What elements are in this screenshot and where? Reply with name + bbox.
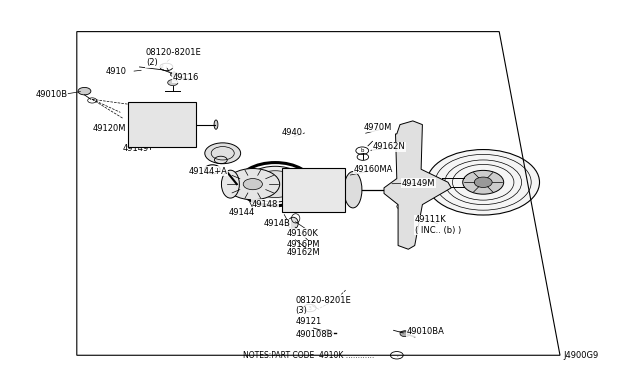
Circle shape — [168, 80, 178, 86]
Text: 49010B: 49010B — [35, 90, 67, 99]
Ellipse shape — [221, 170, 239, 198]
Circle shape — [78, 87, 91, 95]
Circle shape — [323, 330, 332, 335]
Circle shape — [244, 166, 306, 202]
Text: 08120-8201E
(3)
49121: 08120-8201E (3) 49121 — [296, 296, 351, 326]
Text: .: . — [396, 353, 397, 358]
Text: 49160K: 49160K — [287, 229, 319, 238]
Circle shape — [131, 110, 167, 131]
Circle shape — [403, 186, 410, 190]
Circle shape — [302, 183, 325, 196]
Circle shape — [243, 179, 262, 190]
Circle shape — [294, 179, 333, 201]
Circle shape — [205, 143, 241, 164]
Text: 2: 2 — [159, 64, 163, 70]
Text: 49149: 49149 — [123, 144, 149, 153]
Text: 49120M: 49120M — [93, 124, 126, 133]
Ellipse shape — [288, 217, 298, 229]
FancyBboxPatch shape — [282, 167, 346, 212]
Text: 08120-8201E
(2): 08120-8201E (2) — [146, 48, 202, 67]
Circle shape — [252, 171, 298, 198]
Ellipse shape — [214, 120, 218, 129]
Circle shape — [134, 138, 142, 142]
Circle shape — [287, 192, 305, 202]
Circle shape — [330, 173, 339, 178]
Circle shape — [226, 169, 280, 200]
Text: 49144: 49144 — [229, 208, 255, 217]
Text: 49116: 49116 — [173, 73, 199, 82]
Text: NOTES:PART CODE  4910K ............: NOTES:PART CODE 4910K ............ — [243, 351, 374, 360]
Text: J4900G9: J4900G9 — [563, 351, 598, 360]
Text: b: b — [360, 148, 364, 153]
Circle shape — [427, 150, 540, 215]
Text: 49144+A: 49144+A — [189, 167, 228, 176]
Text: 49162N: 49162N — [372, 142, 405, 151]
Circle shape — [175, 138, 183, 142]
Text: 4970M: 4970M — [364, 123, 392, 132]
Text: 4914B: 4914B — [264, 219, 291, 228]
Ellipse shape — [344, 171, 362, 208]
Circle shape — [289, 201, 298, 206]
Circle shape — [330, 201, 339, 206]
Text: 4916PM: 4916PM — [287, 240, 320, 249]
Text: 4910: 4910 — [106, 67, 127, 76]
Circle shape — [159, 113, 187, 129]
Circle shape — [463, 170, 504, 194]
Text: 3: 3 — [308, 305, 312, 311]
Circle shape — [164, 116, 182, 126]
Polygon shape — [384, 121, 451, 249]
Circle shape — [134, 105, 142, 109]
Circle shape — [289, 173, 298, 178]
Circle shape — [138, 114, 161, 128]
Circle shape — [474, 177, 492, 187]
Text: 49111K
( INC.. (b) ): 49111K ( INC.. (b) ) — [415, 215, 461, 235]
Text: 49010BA: 49010BA — [407, 327, 445, 336]
Text: 490108B: 490108B — [296, 330, 333, 339]
Polygon shape — [128, 102, 196, 147]
Circle shape — [400, 331, 410, 337]
Circle shape — [146, 139, 155, 144]
Text: 4940: 4940 — [282, 128, 303, 137]
FancyBboxPatch shape — [295, 199, 309, 206]
Text: 49160MA: 49160MA — [353, 165, 393, 174]
Text: 49148: 49148 — [252, 200, 278, 209]
Text: 49149M: 49149M — [402, 179, 435, 187]
Circle shape — [170, 72, 178, 77]
Text: 49162M: 49162M — [287, 248, 321, 257]
